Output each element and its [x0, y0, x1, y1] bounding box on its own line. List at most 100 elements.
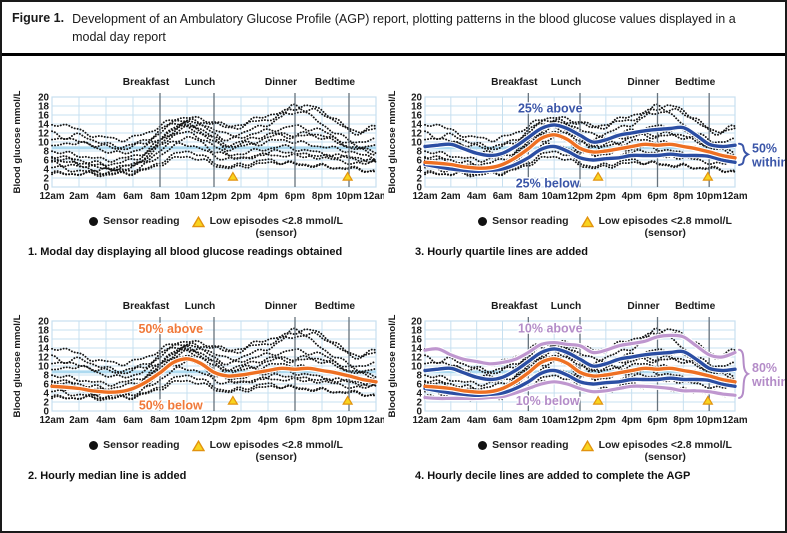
chart-modal-day: Breakfast Lunch Dinner Bedtime 12am 2am 4am 6am…: [12, 77, 384, 202]
svg-text:14: 14: [38, 120, 49, 131]
svg-text:12: 12: [38, 129, 49, 140]
svg-text:6pm: 6pm: [647, 191, 667, 202]
panel-caption-1: 1. Modal day displaying all blood glucos…: [28, 246, 343, 258]
svg-text:2am: 2am: [69, 191, 89, 202]
svg-text:6: 6: [417, 156, 423, 167]
svg-text:4: 4: [44, 165, 50, 176]
panel-caption-3: 3. Hourly quartile lines are added: [415, 246, 588, 258]
svg-text:6am: 6am: [493, 415, 513, 426]
svg-text:12pm: 12pm: [201, 191, 227, 202]
svg-text:Bedtime: Bedtime: [675, 301, 716, 312]
legend-sensor-item: Sensor reading: [89, 215, 180, 227]
low-episode-triangle-icon: [191, 439, 205, 452]
svg-text:6pm: 6pm: [647, 415, 667, 426]
legend: Sensor reading Low episodes <2.8 mmol/L …: [8, 215, 384, 239]
svg-text:50% below: 50% below: [139, 399, 203, 413]
legend-low-item: Low episodes <2.8 mmol/L (sensor): [191, 215, 343, 239]
svg-text:50%: 50%: [752, 141, 777, 155]
svg-text:50% above: 50% above: [138, 322, 203, 336]
svg-text:0: 0: [44, 183, 50, 194]
svg-text:2pm: 2pm: [231, 415, 251, 426]
svg-text:10: 10: [411, 138, 422, 149]
svg-text:6: 6: [44, 156, 50, 167]
legend-low-label: Low episodes <2.8 mmol/L: [209, 439, 343, 451]
svg-text:25% above: 25% above: [518, 102, 583, 116]
svg-text:10am: 10am: [542, 415, 567, 426]
svg-text:14: 14: [411, 344, 422, 355]
svg-text:14: 14: [411, 120, 422, 131]
svg-text:12: 12: [38, 353, 49, 364]
svg-text:Breakfast: Breakfast: [123, 77, 170, 88]
svg-text:16: 16: [411, 335, 422, 346]
svg-text:18: 18: [411, 102, 422, 113]
svg-text:2: 2: [417, 398, 423, 409]
figure-content: Breakfast Lunch Dinner Bedtime 12am 2am 4am 6am…: [2, 49, 785, 531]
panel-median-line: Breakfast Lunch Dinner Bedtime 12am 2am 4am 6am…: [8, 297, 384, 482]
chart-median-line: Breakfast Lunch Dinner Bedtime 12am 2am 4am 6am…: [12, 301, 384, 426]
svg-text:0: 0: [417, 407, 423, 418]
svg-text:Breakfast: Breakfast: [491, 77, 538, 88]
legend-sensor-item: Sensor reading: [478, 439, 569, 451]
svg-text:10pm: 10pm: [696, 415, 722, 426]
svg-text:6am: 6am: [123, 191, 143, 202]
svg-text:12: 12: [411, 129, 422, 140]
svg-text:Blood glucose mmol/L: Blood glucose mmol/L: [12, 90, 23, 193]
svg-text:12am: 12am: [412, 415, 437, 426]
svg-text:12pm: 12pm: [201, 415, 227, 426]
svg-text:20: 20: [411, 317, 422, 328]
svg-text:2am: 2am: [441, 415, 461, 426]
sensor-reading-dot-icon: [478, 441, 488, 450]
legend-low-label: Low episodes <2.8 mmol/L: [209, 215, 343, 227]
svg-text:25% below: 25% below: [516, 176, 580, 190]
svg-text:8: 8: [417, 147, 423, 158]
svg-text:12am: 12am: [39, 415, 64, 426]
svg-text:10: 10: [38, 362, 49, 373]
svg-text:4am: 4am: [96, 191, 116, 202]
svg-text:Dinner: Dinner: [627, 301, 659, 312]
svg-text:within: within: [751, 155, 787, 169]
legend: Sensor reading Low episodes <2.8 mmol/L …: [383, 439, 785, 463]
legend-sensor-label: Sensor reading: [492, 439, 569, 451]
svg-text:6pm: 6pm: [285, 415, 305, 426]
svg-text:4pm: 4pm: [258, 191, 278, 202]
svg-text:20: 20: [38, 93, 49, 104]
svg-text:16: 16: [38, 111, 49, 122]
svg-text:Blood glucose mmol/L: Blood glucose mmol/L: [387, 90, 398, 193]
svg-text:10pm: 10pm: [696, 191, 722, 202]
svg-text:4: 4: [417, 165, 423, 176]
legend-low-sublabel: (sensor): [644, 227, 686, 239]
legend-sensor-item: Sensor reading: [478, 215, 569, 227]
svg-text:12am: 12am: [722, 191, 747, 202]
svg-text:12pm: 12pm: [567, 191, 593, 202]
svg-text:4pm: 4pm: [258, 415, 278, 426]
legend: Sensor reading Low episodes <2.8 mmol/L …: [383, 215, 785, 239]
panel-modal-day: Breakfast Lunch Dinner Bedtime 12am 2am 4am 6am…: [8, 73, 384, 258]
svg-text:12pm: 12pm: [567, 415, 593, 426]
svg-text:Bedtime: Bedtime: [675, 77, 716, 88]
legend-low-item: Low episodes <2.8 mmol/L (sensor): [580, 439, 732, 463]
svg-text:20: 20: [411, 93, 422, 104]
sensor-reading-dot-icon: [478, 217, 488, 226]
svg-text:8pm: 8pm: [312, 415, 332, 426]
svg-text:4am: 4am: [467, 415, 487, 426]
legend-low-label: Low episodes <2.8 mmol/L: [598, 215, 732, 227]
sensor-reading-dot-icon: [89, 441, 99, 450]
panel-caption-4: 4. Hourly decile lines are added to comp…: [415, 470, 691, 482]
svg-text:0: 0: [44, 407, 50, 418]
legend-low-item: Low episodes <2.8 mmol/L (sensor): [580, 215, 732, 239]
svg-text:14: 14: [38, 344, 49, 355]
svg-text:8am: 8am: [150, 415, 170, 426]
svg-text:80%: 80%: [752, 361, 777, 375]
svg-text:Blood glucose mmol/L: Blood glucose mmol/L: [12, 314, 23, 417]
svg-text:16: 16: [38, 335, 49, 346]
svg-text:4: 4: [44, 389, 50, 400]
svg-text:Lunch: Lunch: [185, 77, 216, 88]
svg-text:10% above: 10% above: [518, 322, 583, 336]
svg-text:10am: 10am: [542, 191, 567, 202]
legend-low-sublabel: (sensor): [255, 227, 297, 239]
svg-text:4pm: 4pm: [622, 415, 642, 426]
svg-text:Bedtime: Bedtime: [315, 301, 356, 312]
svg-text:Breakfast: Breakfast: [123, 301, 170, 312]
svg-text:8pm: 8pm: [312, 191, 332, 202]
